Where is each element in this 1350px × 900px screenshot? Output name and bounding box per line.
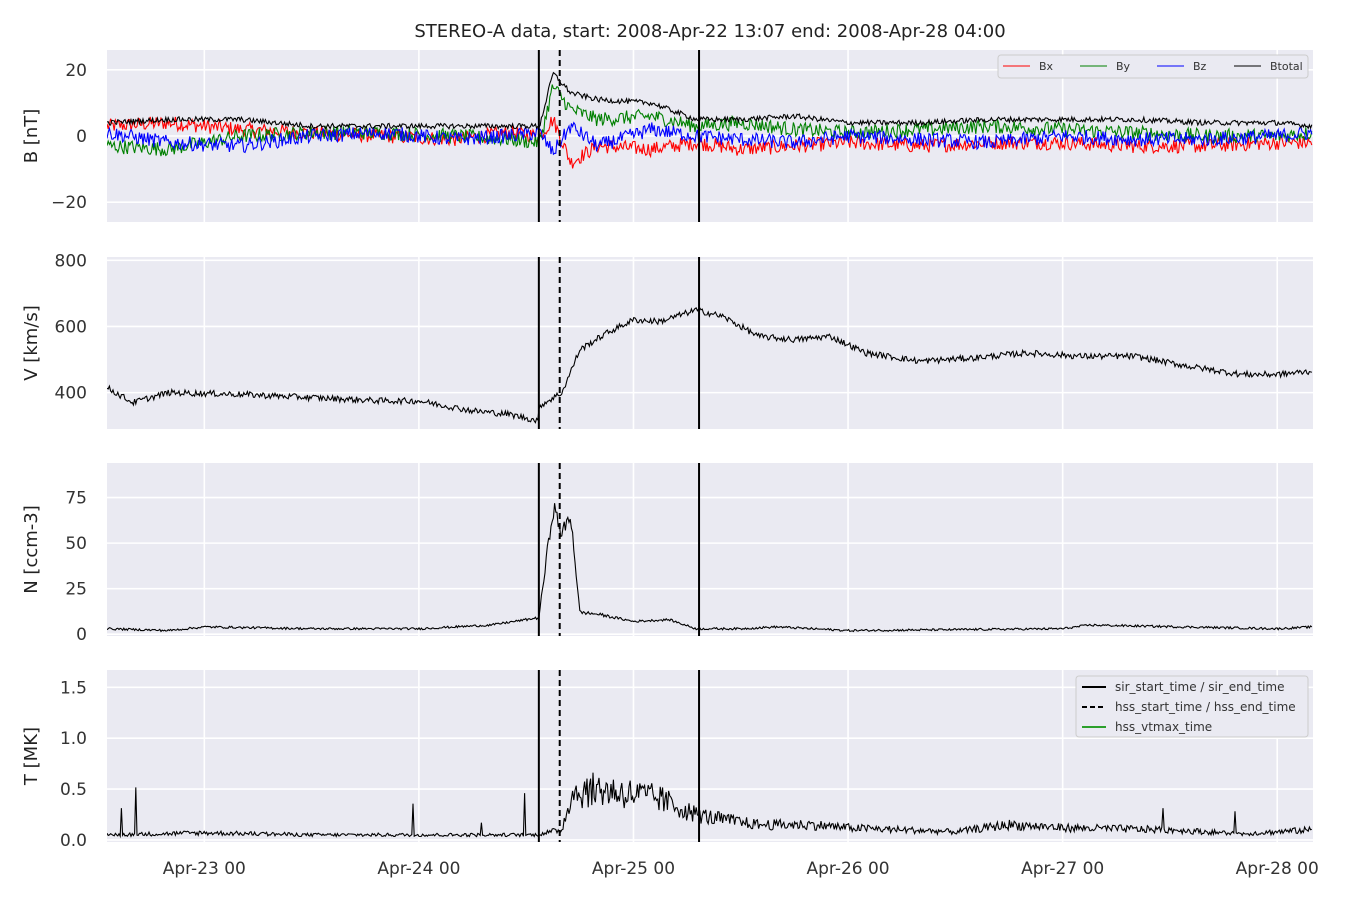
series-Btotal [107, 71, 1313, 131]
panels: 20 0 −20 B [nT] Bx By Bz Btotal 800 600 400 V [km/s… [21, 50, 1313, 851]
panel-background [107, 463, 1313, 636]
y-axis-label: N [ccm-3] [21, 505, 42, 594]
y-axis-label: T [MK] [21, 727, 42, 786]
series-V [107, 307, 1312, 424]
series-N [107, 503, 1313, 633]
series-Bz [107, 121, 1313, 156]
series-group [107, 503, 1313, 633]
x-tick-label: Apr-28 00 [1236, 859, 1319, 879]
legend-label-0: sir_start_time / sir_end_time [1115, 680, 1285, 694]
legend-box [1075, 675, 1309, 738]
x-tick-label: Apr-25 00 [592, 859, 675, 879]
x-tick-label: Apr-26 00 [807, 859, 890, 879]
legend-label-Bz: Bz [1193, 60, 1207, 73]
y-tick-label: 0 [76, 127, 87, 147]
y-tick-label: 0.5 [60, 780, 87, 800]
y-tick-label: 20 [65, 61, 87, 81]
legend-label-By: By [1116, 60, 1131, 73]
y-axis-label: B [nT] [21, 109, 42, 164]
legend-label-2: hss_vtmax_time [1115, 720, 1212, 734]
x-tick-label: Apr-24 00 [377, 859, 460, 879]
y-tick-label: 1.5 [60, 678, 87, 698]
panel-B: 20 0 −20 B [nT] Bx By Bz Btotal [21, 50, 1313, 222]
legend-box [997, 54, 1309, 79]
series-group [107, 772, 1312, 839]
x-tick-label: Apr-27 00 [1021, 859, 1104, 879]
x-axis: Apr-23 00 Apr-24 00 Apr-25 00 Apr-26 00 Apr-… [163, 859, 1319, 879]
chart-title: STEREO-A data, start: 2008-Apr-22 13:07 … [414, 21, 1005, 42]
t-legend: sir_start_time / sir_end_time hss_start_t… [1075, 675, 1309, 738]
legend-label-1: hss_start_time / hss_end_time [1115, 700, 1296, 714]
legend-label-Bx: Bx [1039, 60, 1054, 73]
panel-V: 800 600 400 V [km/s] [21, 251, 1313, 429]
y-tick-label: −20 [51, 193, 87, 213]
y-tick-label: 75 [65, 489, 87, 509]
panel-background [107, 257, 1313, 429]
y-tick-label: 0.0 [60, 831, 87, 851]
y-tick-label: 25 [65, 580, 87, 600]
legend-label-Btotal: Btotal [1270, 60, 1303, 73]
b-legend: Bx By Bz Btotal [997, 54, 1309, 79]
panel-T: 1.5 1.0 0.5 0.0 T [MK] sir_start_time / sir_e… [21, 670, 1313, 851]
y-tick-label: 0 [76, 625, 87, 645]
series-group [107, 71, 1313, 169]
y-axis-label: V [km/s] [21, 305, 42, 380]
y-tick-label: 1.0 [60, 729, 87, 749]
y-tick-label: 400 [55, 384, 87, 404]
y-tick-label: 800 [55, 251, 87, 271]
series-group [107, 307, 1312, 424]
panel-N: 75 50 25 0 N [ccm-3] [21, 463, 1313, 645]
series-T [107, 772, 1312, 839]
y-tick-label: 600 [55, 317, 87, 337]
y-tick-label: 50 [65, 534, 87, 554]
x-tick-label: Apr-23 00 [163, 859, 246, 879]
